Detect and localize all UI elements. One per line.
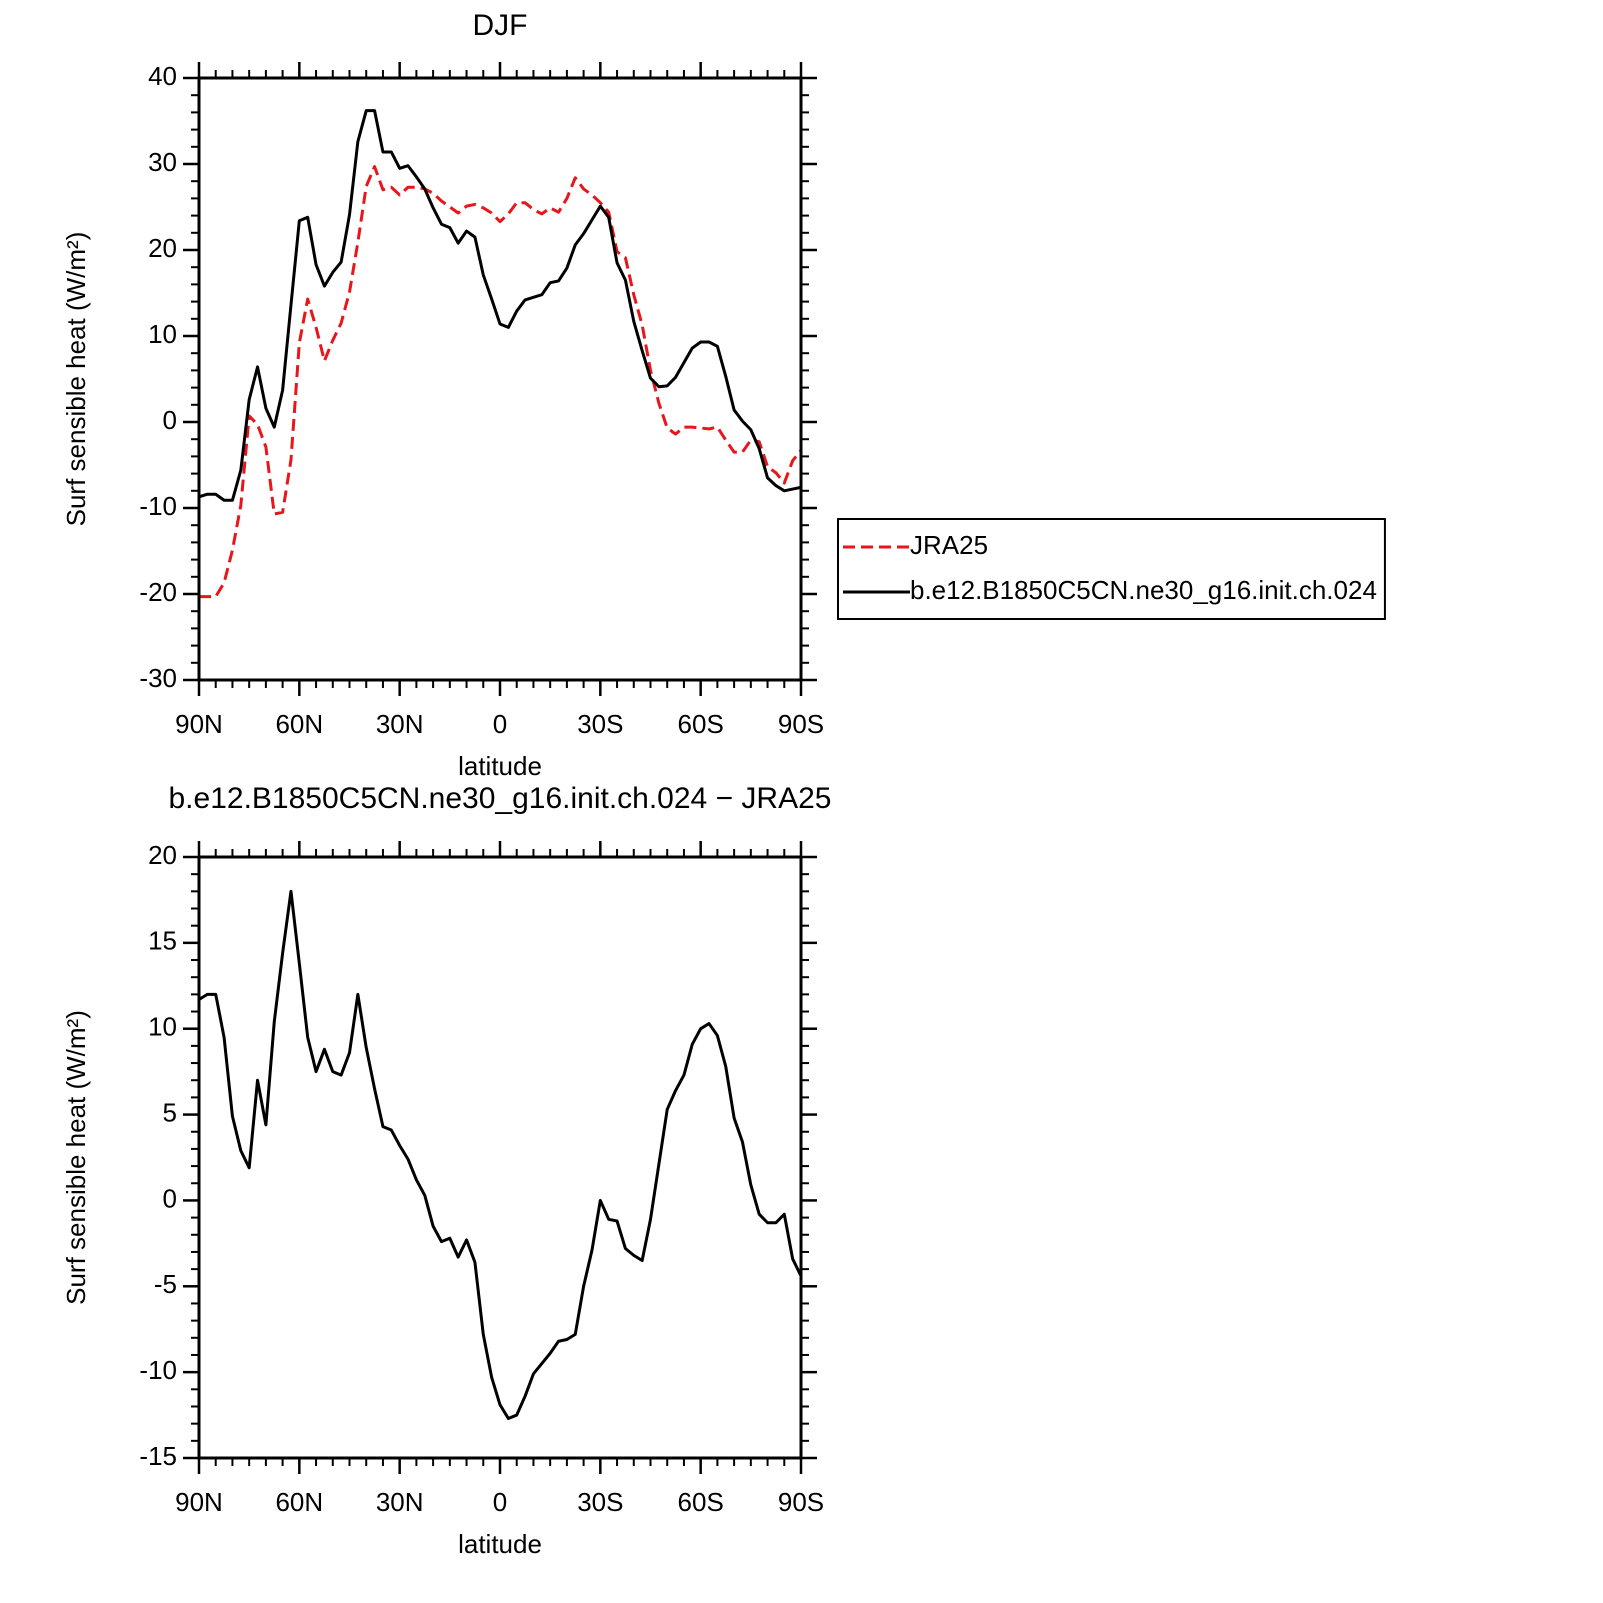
y-axis-label: Surf sensible heat (W/m²) (61, 232, 91, 527)
x-tick-label: 30S (577, 1487, 623, 1517)
x-tick-label: 90S (778, 709, 824, 739)
plot-frame (197, 855, 803, 1460)
legend-box (837, 518, 1386, 620)
y-tick-label: 40 (148, 61, 177, 91)
x-tick-label: 60N (275, 1487, 323, 1517)
data-line (198, 109, 802, 502)
y-tick-label: -15 (139, 1441, 177, 1471)
data-line (199, 165, 803, 599)
x-tick-label: 60S (678, 709, 724, 739)
x-tick-label: 30N (376, 1487, 424, 1517)
legend-label: b.e12.B1850C5CN.ne30_g16.init.ch.024 (910, 575, 1377, 605)
panel: DJF -30 -20 -10 0 10 20 30 40 90N 60N 30N 0 30S 60S 90S… (61, 9, 1386, 781)
x-tick-label: 30N (376, 709, 424, 739)
panel: b.e12.B1850C5CN.ne30_g16.init.ch.024 − J… (61, 782, 832, 1559)
plot-frame (197, 76, 803, 682)
x-tick-label: 90S (778, 1487, 824, 1517)
x-tick-label: 60N (275, 709, 323, 739)
x-tick-label: 0 (493, 1487, 507, 1517)
y-tick-label: 10 (148, 319, 177, 349)
y-tick-label: 15 (148, 926, 177, 956)
y-tick-label: 30 (148, 147, 177, 177)
x-axis-label: latitude (458, 1529, 542, 1559)
y-tick-label: 0 (163, 1183, 177, 1213)
chart-title: DJF (473, 9, 528, 42)
y-tick-label: 5 (163, 1097, 177, 1127)
data-line (198, 889, 803, 1421)
y-tick-label: -10 (139, 491, 177, 521)
legend-label: JRA25 (910, 530, 988, 560)
y-tick-label: 10 (148, 1012, 177, 1042)
y-tick-label: -5 (154, 1269, 177, 1299)
x-tick-label: 60S (678, 1487, 724, 1517)
y-tick-label: -30 (139, 663, 177, 693)
x-tick-label: 30S (577, 709, 623, 739)
chart-title: b.e12.B1850C5CN.ne30_g16.init.ch.024 − J… (169, 782, 832, 815)
y-tick-label: 0 (163, 405, 177, 435)
x-tick-label: 90N (175, 709, 223, 739)
y-tick-label: -10 (139, 1355, 177, 1385)
x-tick-label: 0 (493, 709, 507, 739)
y-tick-label: 20 (148, 840, 177, 870)
y-tick-label: 20 (148, 233, 177, 263)
y-axis-label: Surf sensible heat (W/m²) (61, 1010, 91, 1305)
x-tick-label: 90N (175, 1487, 223, 1517)
y-tick-label: -20 (139, 577, 177, 607)
x-axis-label: latitude (458, 751, 542, 781)
